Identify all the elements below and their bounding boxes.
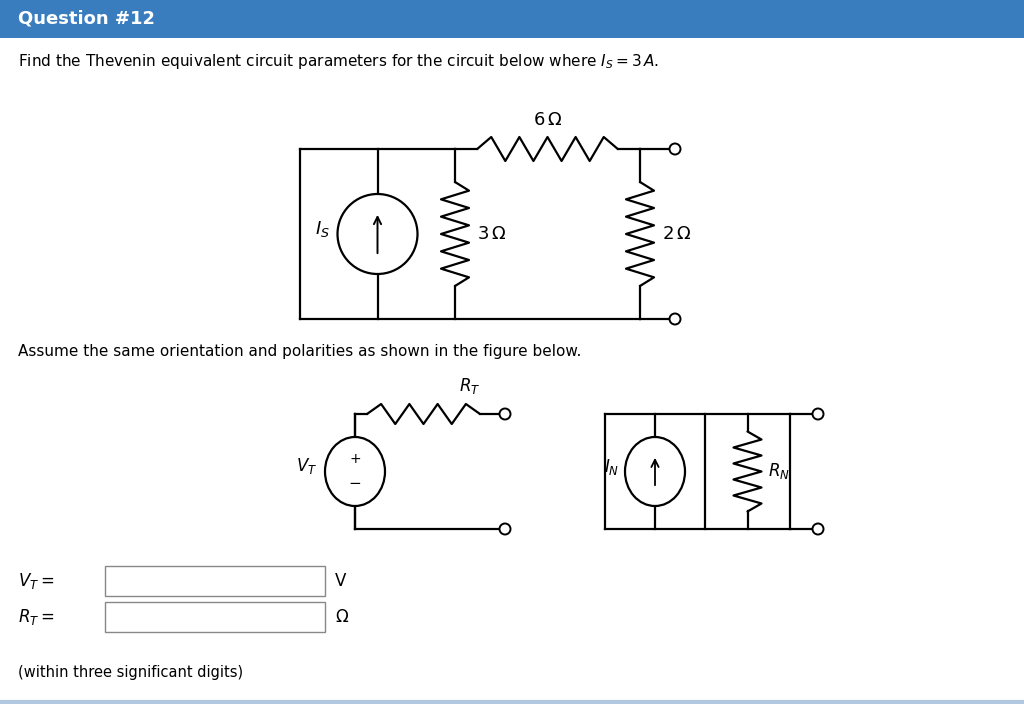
Circle shape: [500, 524, 511, 534]
Text: $I_S$: $I_S$: [314, 219, 330, 239]
Text: $I_N$: $I_N$: [604, 458, 618, 477]
Circle shape: [670, 313, 681, 325]
Text: Find the Thevenin equivalent circuit parameters for the circuit below where $I_S: Find the Thevenin equivalent circuit par…: [18, 53, 659, 72]
Text: Question #12: Question #12: [18, 10, 155, 28]
Ellipse shape: [325, 437, 385, 506]
Bar: [0, 0, 1024, 38]
Bar: [105, 566, 325, 596]
Text: $R_N$: $R_N$: [768, 462, 790, 482]
Text: $+$: $+$: [349, 452, 361, 466]
Text: $V_T$: $V_T$: [296, 456, 317, 477]
Text: $3\,\Omega$: $3\,\Omega$: [477, 225, 507, 243]
Text: $-$: $-$: [348, 474, 361, 489]
Text: $\Omega$: $\Omega$: [335, 608, 349, 626]
Circle shape: [500, 408, 511, 420]
Bar: [105, 602, 325, 632]
Circle shape: [812, 524, 823, 534]
Text: $V_T =$: $V_T =$: [18, 571, 54, 591]
Circle shape: [670, 144, 681, 154]
Circle shape: [338, 194, 418, 274]
Circle shape: [812, 408, 823, 420]
Ellipse shape: [625, 437, 685, 506]
Text: $2\,\Omega$: $2\,\Omega$: [662, 225, 691, 243]
Text: Assume the same orientation and polarities as shown in the figure below.: Assume the same orientation and polariti…: [18, 344, 582, 360]
Text: $R_T$: $R_T$: [460, 376, 480, 396]
Text: V: V: [335, 572, 346, 590]
Text: (within three significant digits): (within three significant digits): [18, 665, 243, 679]
Text: $R_T =$: $R_T =$: [18, 607, 54, 627]
Text: $6\,\Omega$: $6\,\Omega$: [532, 111, 562, 129]
